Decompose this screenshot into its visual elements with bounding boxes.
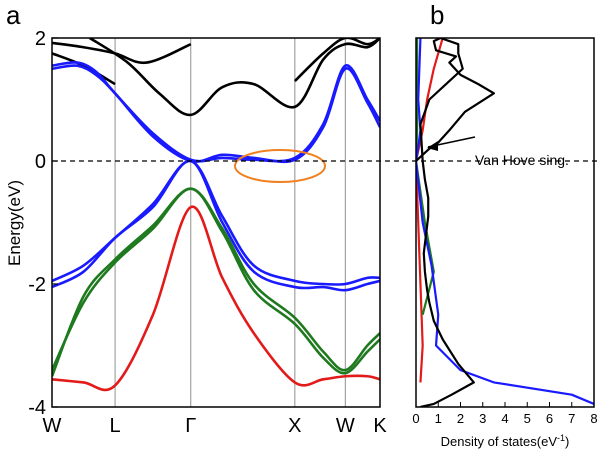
band-structure-plot: 20-2-4W L Γ X W K [28,28,387,437]
dos-x-tick-label: 8 [590,411,597,426]
x-tick-label: K [373,415,387,437]
panel-label-b: b [430,0,444,30]
dos-x-tick-label: 0 [412,411,419,426]
band-line-black [89,38,380,117]
y-tick-label: 2 [35,28,46,50]
highlight-ellipse [234,149,326,183]
dos-line-blue [416,38,594,405]
y-tick-label: -2 [28,274,46,296]
y-tick-label: -4 [28,397,46,419]
x-tick-label: L [110,415,121,437]
dos-x-tick-label: 1 [435,411,442,426]
band-line-blue [52,159,380,292]
band-line-black [293,38,380,82]
band-line-blue [52,64,380,164]
x-tick-label: Γ [185,415,196,437]
band-line-green [52,187,380,377]
dos-x-tick-label: 2 [457,411,464,426]
dos-x-tick-label: 5 [524,411,531,426]
dos-x-tick-label: 4 [501,411,508,426]
x-axis-label-main: Density of states(eV [441,434,558,449]
dos-line-green [416,38,435,316]
x-tick-label: W [43,415,62,437]
x-axis-label-end: ) [565,434,569,449]
band-line-red [52,205,380,392]
panel-label-a: a [6,0,21,30]
dos-x-tick-label: 3 [479,411,486,426]
x-tick-label: X [288,415,301,437]
dos-x-tick-label: 6 [546,411,553,426]
x-tick-label: W [336,415,355,437]
x-axis-label-sup: -1 [557,433,565,443]
y-tick-label: 0 [35,151,46,173]
band-line-black [52,52,116,86]
dos-x-tick-label: 7 [568,411,575,426]
van-hove-annotation: Van Hove sing. [475,152,569,168]
x-axis-label-dos: Density of states(eV-1) [441,433,570,449]
band-line-blue [52,61,380,163]
band-line-green [52,187,380,375]
dos-line-black [416,38,495,407]
van-hove-arrowhead [427,141,438,151]
plot-frame-a [51,37,381,408]
y-axis-label: Energy(eV) [5,180,24,266]
